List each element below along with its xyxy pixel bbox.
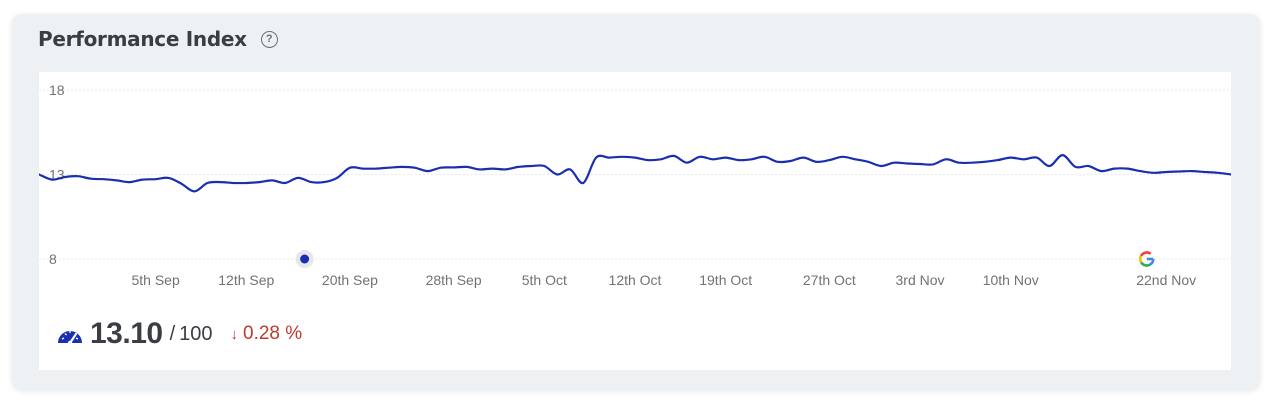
change-value: 0.28 %	[243, 323, 303, 344]
x-tick-label: 10th Nov	[983, 272, 1039, 288]
score-value: 13.10	[90, 317, 163, 350]
x-tick-label: 12th Oct	[609, 272, 662, 288]
x-tick-label: 22nd Nov	[1136, 272, 1196, 288]
y-tick-label: 8	[49, 251, 57, 267]
chart-panel: 18 13 8 5th Sep 12th Sep 20th Sep 28th Sep 5th …	[39, 72, 1231, 370]
question-circle-icon[interactable]: ?	[260, 30, 278, 48]
x-tick-label: 3rd Nov	[896, 272, 945, 288]
card-header: Performance Index ?	[38, 26, 278, 52]
x-tick-label: 28th Sep	[426, 272, 482, 288]
google-icon[interactable]	[1138, 251, 1155, 267]
dot-icon	[300, 254, 310, 264]
score-separator: /	[169, 322, 176, 345]
speedometer-icon	[58, 331, 82, 345]
arrow-down-icon: ↓	[230, 325, 239, 343]
series-line	[39, 154, 1231, 193]
x-tick-label: 5th Oct	[522, 272, 567, 288]
x-tick-label: 27th Oct	[803, 272, 856, 288]
performance-index-card: Performance Index ? 18 13 8 5th Sep 12th Sep…	[12, 14, 1260, 390]
x-tick-label: 20th Sep	[322, 272, 378, 288]
x-tick-label: 5th Sep	[131, 272, 179, 288]
x-tick-label: 12th Sep	[218, 272, 274, 288]
card-title: Performance Index	[38, 27, 247, 51]
score-max: 100	[179, 322, 213, 345]
y-tick-label: 18	[49, 82, 65, 98]
score-summary: 13.10 / 100 ↓ 0.28 %	[56, 314, 302, 354]
score-change: ↓ 0.28 %	[231, 323, 303, 345]
x-tick-label: 19th Oct	[699, 272, 752, 288]
